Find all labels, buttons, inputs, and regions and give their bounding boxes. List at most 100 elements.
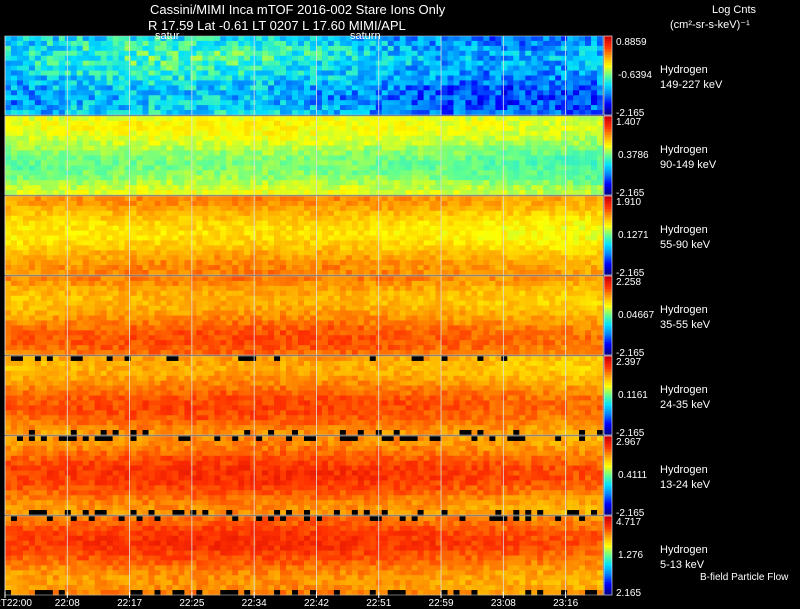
heatmap-cell — [321, 196, 329, 202]
heatmap-cell — [256, 240, 263, 246]
heatmap-cell — [112, 135, 119, 141]
heatmap-cell — [585, 250, 592, 256]
heatmap-cell — [172, 60, 179, 66]
heatmap-cell — [220, 255, 227, 261]
heatmap-cell — [154, 55, 161, 61]
heatmap-cell — [130, 160, 137, 166]
heatmap-cell — [286, 155, 293, 161]
heatmap-cell — [579, 245, 586, 251]
heatmap-cell — [124, 110, 131, 116]
heatmap-cell — [351, 45, 359, 52]
heatmap-cell — [333, 55, 341, 61]
heatmap-cell — [405, 165, 412, 171]
heatmap-cell — [304, 140, 311, 146]
heatmap-cell — [148, 260, 155, 266]
heatmap-cell — [142, 190, 149, 196]
heatmap-cell — [573, 245, 580, 251]
colorbar-mid-label: 0.3786 — [618, 150, 649, 161]
heatmap-cell — [262, 235, 269, 241]
heatmap-cell — [100, 150, 107, 156]
heatmap-cell — [118, 185, 125, 191]
heatmap-cell — [274, 105, 281, 111]
heatmap-cell — [411, 250, 418, 256]
heatmap-cell — [315, 200, 323, 207]
heatmap-cell — [286, 130, 293, 137]
heatmap-cell — [286, 200, 293, 207]
colorbar-segment — [604, 41, 612, 45]
heatmap-cell — [256, 260, 263, 266]
heatmap-cell — [429, 265, 436, 271]
colorbar-segment — [604, 109, 612, 113]
heatmap-cell — [315, 255, 323, 261]
heatmap-cell — [304, 55, 311, 61]
heatmap-cell — [154, 190, 161, 196]
colorbar-segment — [604, 96, 612, 100]
heatmap-cell — [256, 160, 263, 166]
heatmap-cell — [561, 140, 568, 146]
heatmap-cell — [351, 110, 359, 116]
heatmap-cell — [172, 155, 179, 161]
heatmap-cell — [172, 40, 179, 47]
heatmap-cell — [76, 155, 84, 161]
heatmap-cell — [34, 45, 42, 52]
heatmap-cell — [579, 196, 586, 202]
heatmap-cell — [244, 85, 251, 91]
heatmap-cell — [537, 196, 544, 202]
heatmap-cell — [381, 90, 389, 96]
heatmap-cell — [58, 255, 66, 261]
heatmap-cell — [579, 210, 586, 217]
heatmap-cell — [304, 85, 311, 91]
heatmap-cell — [10, 250, 18, 256]
heatmap-cell — [357, 270, 365, 276]
heatmap-cell — [417, 40, 424, 47]
species-label: Hydrogen — [660, 144, 708, 156]
heatmap-cell — [28, 205, 36, 212]
heatmap-cell — [5, 75, 12, 81]
heatmap-cell — [543, 200, 550, 207]
heatmap-cell — [238, 260, 245, 266]
heatmap-cell — [262, 65, 269, 71]
heatmap-cell — [268, 196, 275, 202]
heatmap-cell — [220, 170, 227, 176]
heatmap-cell — [244, 155, 251, 161]
heatmap-cell — [429, 145, 436, 151]
heatmap-cell — [339, 120, 347, 127]
heatmap-cell — [513, 36, 520, 42]
heatmap-cell — [274, 45, 281, 52]
heatmap-cell — [321, 260, 329, 266]
heatmap-cell — [286, 205, 293, 212]
heatmap-cell — [232, 210, 239, 217]
heatmap-cell — [429, 100, 436, 106]
heatmap-cell — [100, 116, 107, 122]
heatmap-cell — [387, 130, 394, 137]
heatmap-cell — [537, 60, 544, 66]
heatmap-cell — [459, 160, 466, 166]
heatmap-cell — [178, 185, 185, 191]
heatmap-cell — [232, 160, 239, 166]
heatmap-cell — [88, 235, 95, 241]
heatmap-cell — [220, 205, 227, 212]
heatmap-cell — [112, 155, 119, 161]
heatmap-cell — [447, 105, 454, 111]
heatmap-cell — [591, 240, 598, 246]
heatmap-cell — [501, 270, 508, 276]
heatmap-cell — [387, 85, 394, 91]
heatmap-cell — [280, 55, 287, 61]
heatmap-cell — [321, 145, 329, 151]
heatmap-cell — [549, 85, 556, 91]
heatmap-cell — [250, 120, 257, 127]
heatmap-cell — [351, 270, 359, 276]
heatmap-cell — [561, 105, 568, 111]
heatmap-cell — [309, 200, 317, 207]
heatmap-cell — [393, 165, 400, 171]
heatmap-cell — [220, 135, 227, 141]
heatmap-cell — [52, 255, 60, 261]
heatmap-cell — [327, 135, 335, 141]
heatmap-cell — [148, 255, 155, 261]
heatmap-cell — [483, 80, 490, 86]
heatmap-cell — [429, 165, 436, 171]
heatmap-cell — [339, 140, 347, 146]
heatmap-cell — [22, 125, 30, 132]
heatmap-cell — [369, 36, 377, 42]
heatmap-cell — [519, 60, 526, 66]
